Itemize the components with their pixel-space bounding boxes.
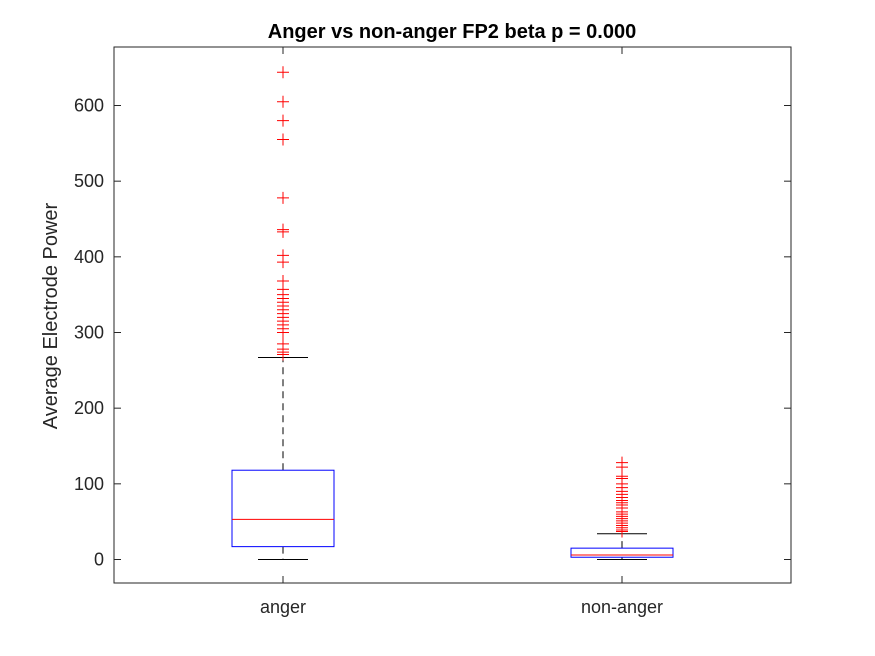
box-iqr — [231, 469, 335, 548]
x-tick-label: anger — [260, 597, 306, 617]
outlier-marker — [277, 114, 289, 127]
y-axis-label: Average Electrode Power — [40, 202, 62, 429]
outlier-marker — [277, 191, 289, 204]
plot-area: 0 100 200 300 400 500 600 anger non-anger — [74, 46, 792, 617]
outlier-marker — [616, 525, 628, 538]
outlier-marker — [277, 256, 289, 269]
chart-title: Anger vs non-anger FP2 beta p = 0.000 — [268, 21, 636, 43]
outlier-marker — [277, 95, 289, 108]
outlier-marker — [277, 225, 289, 238]
y-tick-label: 600 — [74, 96, 104, 116]
y-tick-label: 200 — [74, 398, 104, 418]
y-tick-label: 300 — [74, 323, 104, 343]
axes-frame — [113, 46, 792, 584]
y-tick-label: 100 — [74, 474, 104, 494]
box-iqr — [570, 547, 674, 558]
outlier-marker — [277, 133, 289, 146]
outlier-marker — [277, 348, 289, 361]
outlier-marker — [277, 66, 289, 79]
outlier-marker — [277, 326, 289, 339]
y-tick-label: 500 — [74, 171, 104, 191]
y-tick-label: 0 — [94, 550, 104, 570]
y-tick-label: 400 — [74, 247, 104, 267]
x-tick-label: non-anger — [581, 597, 663, 617]
